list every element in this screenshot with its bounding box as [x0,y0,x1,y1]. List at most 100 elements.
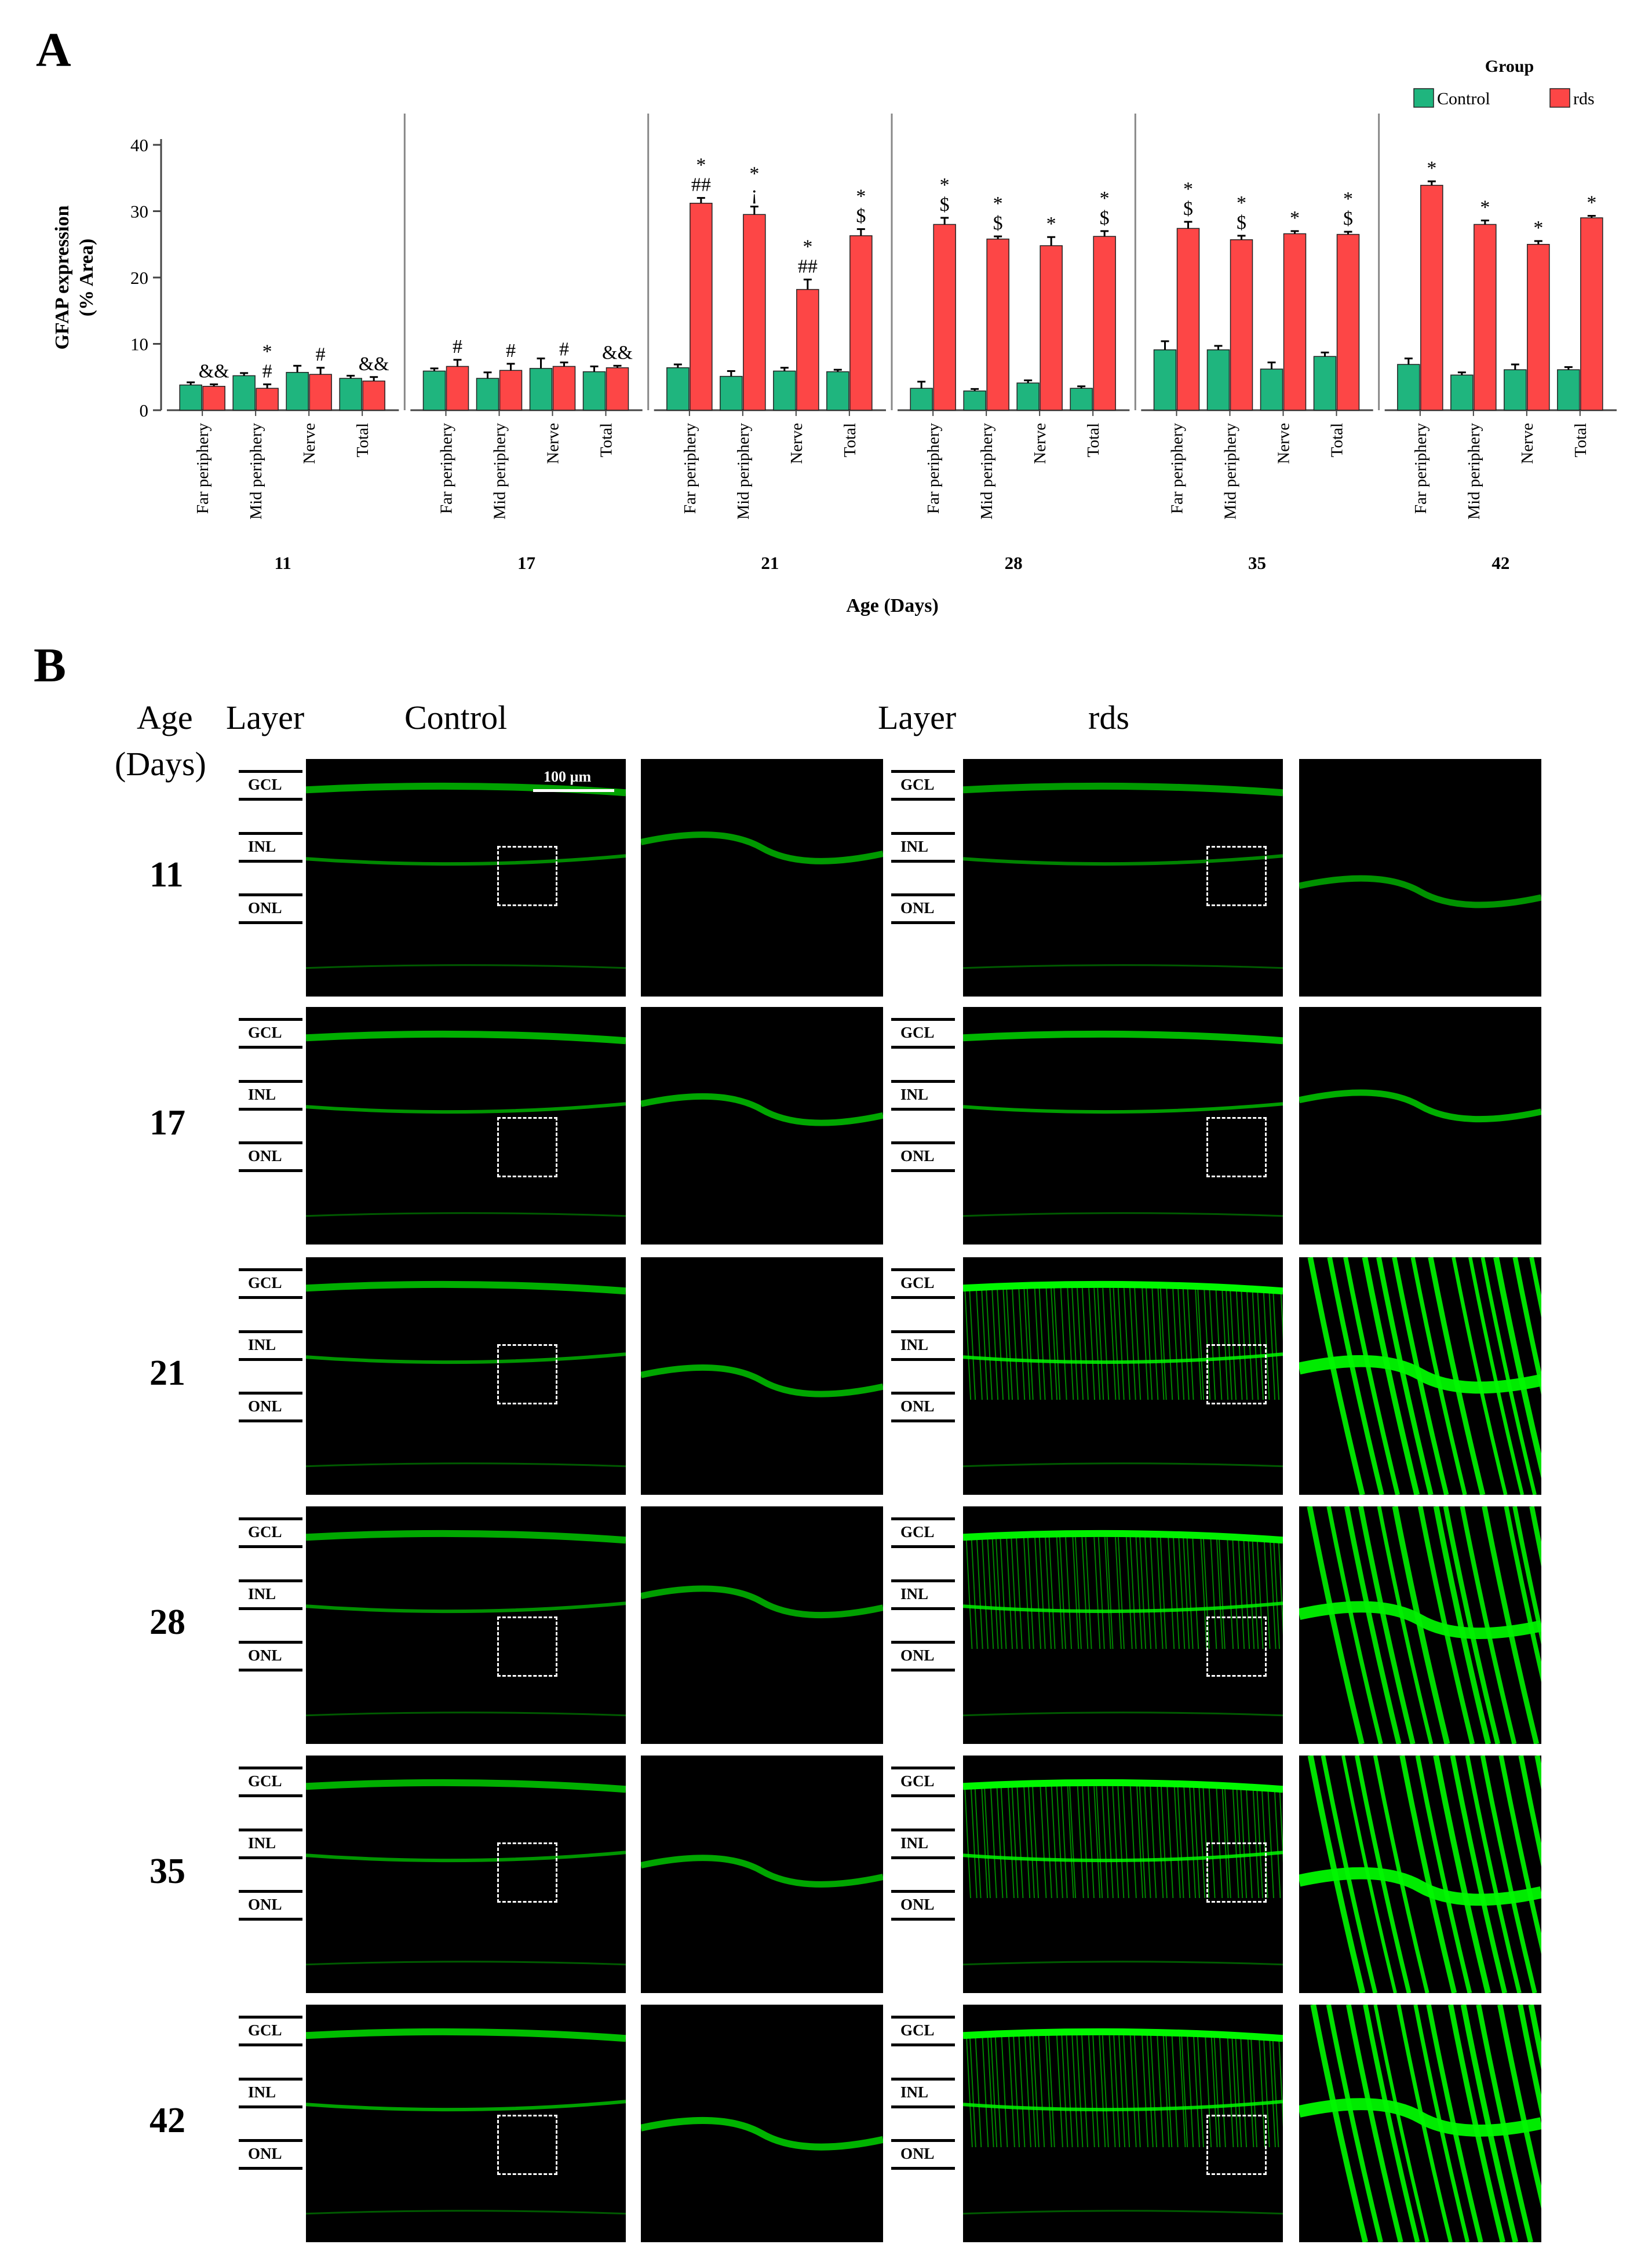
rds-micrograph-day-17 [963,1007,1283,1245]
control-zoom-day-21-image [641,1364,883,1397]
significance-marker: $ [1343,208,1353,229]
x-tick-label: Nerve [787,423,806,464]
x-tick-label: Total [1328,423,1347,457]
x-tick-label: Total [353,423,372,457]
rds-layers-day-28-boundary-line [891,1607,955,1610]
rds-micrograph-day-21 [963,1257,1283,1495]
rds-layers-day-42-label-gcl: GCL [900,2021,935,2039]
control-layers-day-28-boundary-line [239,1517,302,1520]
rds-layers-day-21-label-inl: INL [900,1335,929,1353]
control-layers-day-28-boundary-line [239,1607,302,1610]
rds-layers-day-28-label-onl: ONL [900,1647,935,1665]
rds-layers-day-35-boundary-line [891,1794,955,1797]
rds-layers-day-21-boundary-line [891,1296,955,1299]
rds-layers-day-11-label-inl: INL [900,837,929,855]
rds-zoom-day-28-image [1299,1506,1541,1744]
rds-layers-day-35-boundary-line [891,1918,955,1921]
rds-zoom-day-11 [1299,759,1541,997]
bar-rds-17-0 [446,366,469,411]
control-layers-day-17-label-gcl: GCL [248,1024,282,1041]
bar-rds-42-0 [1420,185,1443,411]
x-tick-label: Total [597,423,616,457]
bar-rds-11-2 [309,374,332,411]
rds-layers-day-35-boundary-line [891,1890,955,1893]
significance-marker: # [262,360,272,382]
rds-layers-day-35-boundary-line [891,1767,955,1769]
roi-box [497,1117,557,1177]
control-zoom-day-11 [641,759,883,997]
x-axis-label: Age (Days) [846,595,939,616]
bar-rds-11-1 [256,388,279,411]
significance-marker: * [1480,197,1490,218]
control-layers-day-17-boundary-line [239,1169,302,1173]
x-tick-label: Far periphery [924,423,943,514]
x-tick-label: Mid periphery [978,423,996,520]
rds-layers-day-11-boundary-line [891,893,955,897]
control-zoom-day-17-image [641,1093,883,1126]
control-layers-day-42-label-gcl: GCL [248,2021,282,2039]
rds-layers-day-42-boundary-line [891,2105,955,2108]
control-zoom-day-28-image [641,1585,883,1619]
rds-layers-day-28-boundary-line [891,1669,955,1672]
legend-label-control: Control [1437,89,1490,108]
control-zoom-day-42-image [641,2116,883,2151]
control-layers-day-28-label-onl: ONL [248,1647,282,1665]
control-layers-day-35-boundary-line [239,1828,302,1831]
rds-layers-day-17-label-onl: ONL [900,1147,935,1165]
significance-marker: # [453,336,462,357]
bar-control-28-3 [1070,388,1093,411]
bar-rds-21-2 [796,289,819,411]
scale-bar [533,789,614,792]
control-layers-day-21-boundary-line [239,1330,302,1333]
x-tick-label: Far periphery [681,423,699,514]
rds-layers-day-21-boundary-line [891,1392,955,1395]
header-layer-control: Layer [226,699,305,736]
bar-control-28-2 [1016,382,1040,411]
rds-micrograph-day-42-image [963,2028,1283,2215]
bar-rds-42-1 [1474,224,1497,411]
rds-zoom-day-35 [1299,1756,1541,1993]
rds-micrograph-day-42 [963,2005,1283,2242]
rds-micrograph-day-28 [963,1506,1283,1744]
x-tick-label: Total [1571,423,1590,457]
bar-rds-28-0 [933,224,956,411]
rds-zoom-day-17-image [1299,1089,1541,1123]
control-layers-day-17-boundary-line [239,1018,302,1021]
x-tick-label: Mid periphery [491,423,509,520]
roi-box [1206,1616,1267,1677]
control-layers-day-42-label-inl: INL [248,2083,276,2101]
row-age-label: 17 [149,1103,185,1143]
control-layers-day-42-boundary-line [239,2105,302,2108]
rds-zoom-day-28 [1299,1506,1541,1744]
age-group-label: 17 [517,553,535,573]
y-tick-label: 10 [130,334,148,355]
rds-zoom-day-11-image [1299,875,1541,908]
significance-marker: # [506,340,516,362]
significance-marker: * [262,341,272,362]
bar-rds-11-0 [202,386,225,411]
x-tick-label: Far periphery [437,423,456,514]
rds-layers-day-11-boundary-line [891,798,955,801]
control-micrograph-day-21-image [306,1280,626,1468]
bar-rds-35-3 [1336,233,1360,411]
bar-control-11-1 [232,375,256,411]
control-layers-day-21-boundary-line [239,1268,302,1271]
control-layers-day-35-boundary-line [239,1794,302,1797]
rds-zoom-day-35-image [1299,1756,1541,1993]
rds-layers-day-42-label-onl: ONL [900,2145,935,2163]
control-layers-day-11-label-onl: ONL [248,899,282,917]
y-tick-label: 0 [140,400,149,421]
significance-marker: $ [856,205,866,227]
rds-layers-day-21-label-gcl: GCL [900,1274,935,1291]
gfap-bar-chart: 0 10 20 30 40 GFAP expression (% Area) Far peri… [52,57,1617,616]
significance-marker: * [1343,188,1353,210]
rds-layers-day-21-boundary-line [891,1357,955,1361]
x-tick-label: Nerve [1518,423,1537,464]
control-layers-day-11-boundary-line [239,798,302,801]
rds-layers-day-21-label-onl: ONL [900,1397,935,1415]
rds-micrograph-day-11-image [963,782,1283,969]
control-layers-day-17-label-inl: INL [248,1085,276,1103]
x-tick-label: Far periphery [1168,423,1187,514]
x-tick-label: Far periphery [1412,423,1430,514]
significance-marker: * [696,155,706,176]
